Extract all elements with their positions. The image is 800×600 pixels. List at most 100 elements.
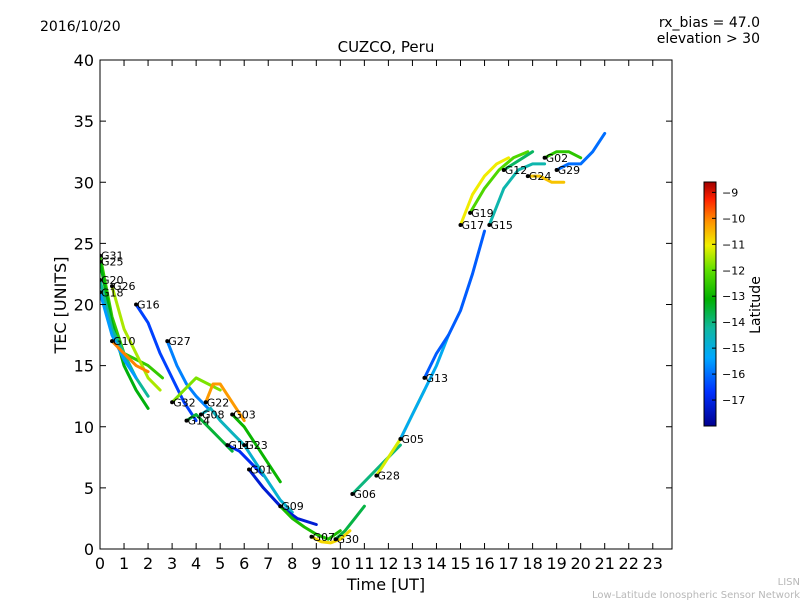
series-G30 (334, 504, 366, 541)
series-G23 (242, 443, 294, 514)
x-tick-label: 22 (619, 554, 639, 573)
footer-network: Low-Latitude Ionospheric Sensor Network (592, 590, 800, 600)
series-G13 (423, 229, 486, 380)
series-start-marker-G08 (198, 412, 203, 417)
colorbar-tick-label: −13 (722, 290, 745, 303)
satellite-label-G27: G27 (168, 335, 191, 348)
colorbar-tick-label: −15 (722, 342, 745, 355)
series-start-marker-G27 (165, 339, 170, 344)
y-tick-label: 40 (74, 51, 94, 70)
x-tick-label: 6 (239, 554, 249, 573)
series-start-marker-G13 (422, 375, 427, 380)
y-tick-label: 0 (84, 540, 94, 559)
series-start-marker-G02 (542, 155, 547, 160)
series-G03 (230, 413, 282, 484)
satellite-label-G06: G06 (353, 488, 376, 501)
x-tick-label: 14 (426, 554, 446, 573)
satellite-label-G07: G07 (312, 531, 335, 544)
satellite-label-G31: G31 (101, 250, 124, 263)
series-G17 (459, 156, 511, 227)
x-tick-label: 9 (311, 554, 321, 573)
colorbar-tick-label: −16 (722, 368, 745, 381)
footer-lisn: LISN (778, 577, 800, 588)
x-tick-label: 15 (450, 554, 470, 573)
colorbar-tick-label: −11 (722, 238, 745, 251)
date-label: 2016/10/20 (40, 19, 121, 35)
series-start-marker-G14 (184, 418, 189, 423)
y-tick-label: 30 (74, 173, 94, 192)
series-G29 (555, 131, 607, 172)
x-tick-label: 5 (215, 554, 225, 573)
satellite-label-G32: G32 (173, 396, 196, 409)
x-tick-label: 12 (378, 554, 398, 573)
y-axis: 0 5 10 15 20 25 30 35 40 (74, 51, 672, 559)
satellite-label-G22: G22 (207, 396, 230, 409)
series-G07 (310, 529, 352, 545)
y-tick-label: 25 (74, 234, 94, 253)
chart-title: CUZCO, Peru (338, 38, 435, 56)
satellite-label-G03: G03 (233, 409, 256, 422)
series-start-marker-G01 (247, 467, 252, 472)
series-G02 (543, 150, 583, 160)
x-tick-label: 2 (143, 554, 153, 573)
satellite-label-G18: G18 (101, 286, 124, 299)
satellite-label-G20: G20 (101, 274, 124, 287)
x-tick-label: 3 (167, 554, 177, 573)
x-tick-label: 4 (191, 554, 201, 573)
rx-bias-label: rx_bias = 47.0 (659, 15, 760, 31)
series-start-marker-G11 (225, 443, 230, 448)
series-start-marker-G26 (110, 284, 115, 289)
satellite-label-G28: G28 (377, 470, 400, 483)
series-G14 (185, 413, 234, 453)
series-start-marker-G03 (230, 412, 235, 417)
series-G16 (134, 303, 198, 423)
y-axis-label: TEC [UNITS] (51, 257, 70, 355)
y-tick-label: 10 (74, 418, 94, 437)
satellite-label-G16: G16 (137, 299, 160, 312)
series-start-marker-G12 (501, 168, 506, 173)
y-tick-label: 20 (74, 296, 94, 315)
x-tick-label: 19 (546, 554, 566, 573)
series-start-marker-G22 (203, 400, 208, 405)
colorbar-tick-label: −12 (722, 264, 745, 277)
series-start-marker-G30 (333, 537, 338, 542)
colorbar (703, 181, 717, 427)
series-start-marker-G16 (134, 302, 139, 307)
series-G12 (502, 150, 535, 172)
x-tick-label: 21 (595, 554, 615, 573)
series-G26 (110, 284, 162, 392)
x-tick-label: 10 (330, 554, 350, 573)
colorbar-tick-label: −9 (722, 186, 738, 199)
series-G05 (398, 333, 450, 441)
series-start-marker-G05 (398, 436, 403, 441)
x-tick-label: 23 (643, 554, 663, 573)
series-G08 (199, 406, 246, 447)
series-G15 (487, 162, 547, 227)
satellite-label-G09: G09 (281, 500, 304, 513)
y-tick-label: 15 (74, 357, 94, 376)
x-axis-label: Time [UT] (346, 575, 425, 594)
x-tick-label: 8 (287, 554, 297, 573)
x-tick-label: 1 (119, 554, 129, 573)
satellite-label-G01: G01 (250, 464, 273, 477)
series-start-marker-G15 (487, 223, 492, 228)
satellite-label-G26: G26 (113, 280, 136, 293)
satellite-label-G23: G23 (245, 439, 268, 452)
satellite-label-G25: G25 (101, 256, 124, 269)
satellite-label-G29: G29 (558, 164, 581, 177)
series-G11 (225, 443, 265, 478)
series-start-marker-G28 (374, 473, 379, 478)
satellite-label-G11: G11 (228, 439, 251, 452)
satellite-label-G30: G30 (337, 533, 360, 546)
series-start-marker-G17 (458, 223, 463, 228)
colorbar-ticks: −17 −16 −15 −14 −13 −12 −11 −10 −9 (712, 186, 745, 407)
series-start-marker-G09 (278, 504, 283, 509)
satellite-label-G17: G17 (462, 219, 485, 232)
satellite-label-G02: G02 (546, 152, 569, 165)
x-tick-label: 7 (263, 554, 273, 573)
satellite-label-G10: G10 (113, 335, 136, 348)
series-start-marker-G19 (468, 210, 473, 215)
series-G25 (100, 260, 150, 410)
